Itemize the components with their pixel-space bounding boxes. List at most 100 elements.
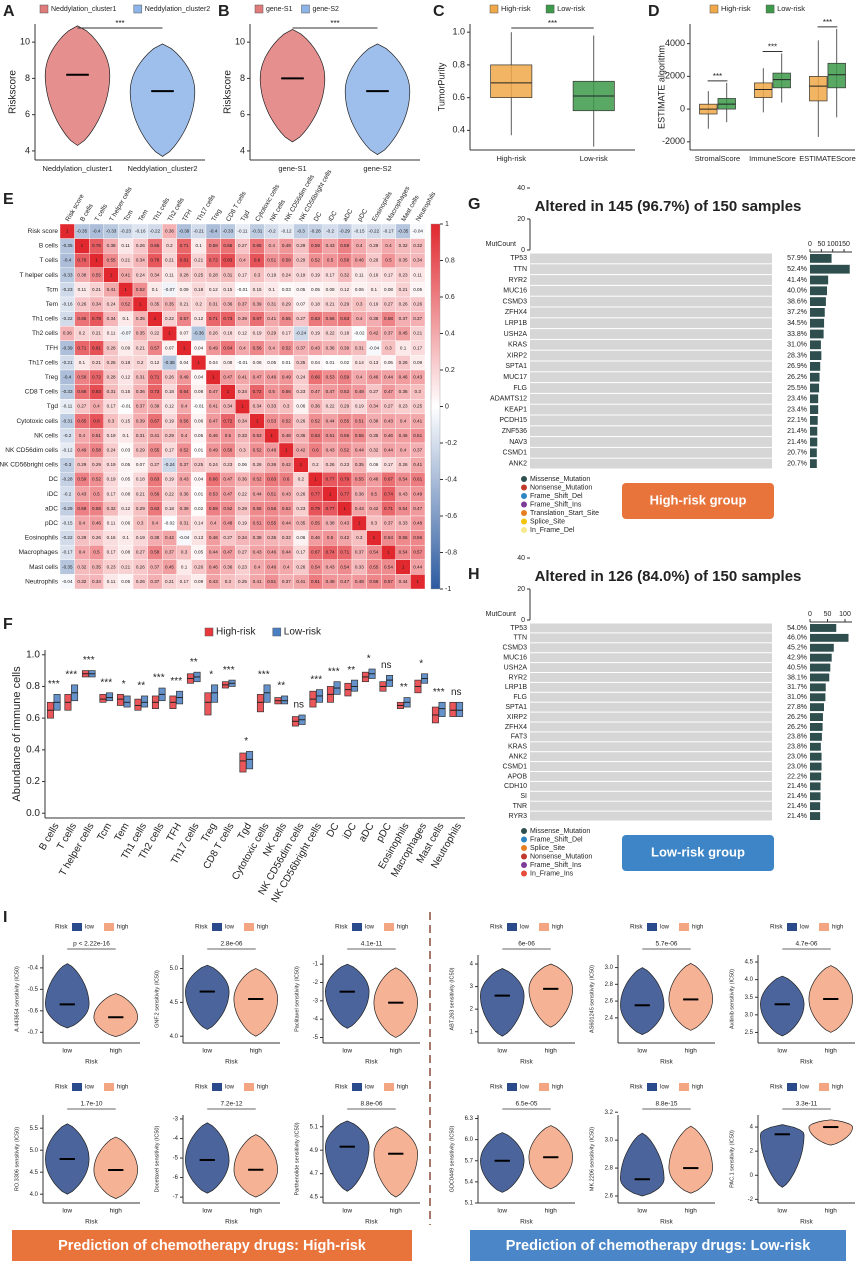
x-tick-label: ESTIMATEScore <box>799 154 856 163</box>
col-label: Tgd <box>240 209 252 223</box>
cell-value: 0.5 <box>385 258 392 263</box>
cell-value: 0.34 <box>238 535 247 540</box>
cell-value: 0.38 <box>355 491 364 496</box>
cell-value: 0.6 <box>312 448 319 453</box>
gene-bar <box>810 264 850 274</box>
cell-value: 0.25 <box>413 404 422 409</box>
legend-label: high <box>257 925 268 931</box>
x-tick-label: High-risk <box>496 154 526 163</box>
cell-value: 0.11 <box>78 287 87 292</box>
legend-label: low <box>660 925 670 931</box>
cell-value: 0.38 <box>77 272 86 277</box>
percent-label: 26.9% <box>787 363 807 370</box>
cell-value: 0.3 <box>371 521 378 526</box>
cell-value: 0.67 <box>384 477 393 482</box>
cell-value: 0.72 <box>253 389 262 394</box>
x-axis-title: Risk <box>800 1219 813 1226</box>
panel-letter: B <box>218 3 230 20</box>
cell-value: 0.49 <box>282 375 291 380</box>
box <box>438 701 446 717</box>
gene-row <box>530 285 772 296</box>
cell-value: 0.17 <box>384 462 393 467</box>
cell-value: 0.32 <box>413 243 422 248</box>
gene-label: TNR <box>513 803 527 810</box>
cell-value: 1 <box>197 360 200 365</box>
y-tick-label: 4 <box>25 145 30 155</box>
legend-swatch <box>765 4 775 14</box>
x-tick-label: high <box>825 1048 838 1055</box>
cell-value: 0.26 <box>369 258 378 263</box>
row-label: TFH <box>45 345 58 352</box>
cell-value: 0.18 <box>223 331 232 336</box>
percent-label: 23.4% <box>787 406 807 413</box>
cell-value: 0.3 <box>356 302 363 307</box>
cell-value: 0.3 <box>254 272 261 277</box>
cell-value: 0.17 <box>180 579 189 584</box>
x-axis-title: Risk <box>520 1219 533 1226</box>
row-label: DC <box>49 476 59 483</box>
cell-value: 0.56 <box>253 345 262 350</box>
y-axis-title: ESTIMATE algorithm <box>656 45 666 129</box>
cell-value: 0.06 <box>296 535 305 540</box>
cell-value: 0.55 <box>267 521 276 526</box>
gene-row <box>530 692 772 702</box>
cell-value: 0.53 <box>253 433 262 438</box>
cell-value: -0.33 <box>223 229 234 234</box>
cell-value: 0.29 <box>136 448 145 453</box>
cell-value: 0.55 <box>340 418 349 423</box>
y-tick-label: 40 <box>517 185 525 192</box>
cell-value: 0.39 <box>238 316 247 321</box>
cell-value: 0.43 <box>253 550 262 555</box>
legend-swatch <box>819 1083 829 1091</box>
row-label: T helper cells <box>19 272 58 279</box>
cell-value: -0.11 <box>237 229 248 234</box>
cell-value: 0.17 <box>107 491 116 496</box>
cell-value: 0.27 <box>238 243 247 248</box>
cell-value: 0.38 <box>326 521 335 526</box>
legend-label: high <box>117 925 128 931</box>
y-tick-label: -0.7 <box>28 1030 39 1036</box>
x-tick-label: high <box>545 1208 558 1215</box>
cell-value: 0.34 <box>223 404 232 409</box>
y-tick-label: 0.8 <box>452 59 465 69</box>
cell-value: 0.31 <box>136 433 145 438</box>
group-box <box>622 483 774 519</box>
gene-bar <box>810 383 820 393</box>
legend-swatch <box>507 923 517 931</box>
cell-value: 0.27 <box>384 302 393 307</box>
cell-value: 0.43 <box>282 491 291 496</box>
cell-value: 0.31 <box>267 302 276 307</box>
cell-value: 0.37 <box>413 316 422 321</box>
cell-value: 0.4 <box>254 564 261 569</box>
cell-value: -0.04 <box>62 579 73 584</box>
gene-label: LRP1B <box>505 320 528 327</box>
x-tick-label: high <box>685 1208 698 1215</box>
box <box>754 82 773 98</box>
cell-value: 0.1 <box>79 360 86 365</box>
box <box>281 695 289 705</box>
cell-value: 0.09 <box>413 360 422 365</box>
p-value: 6e-06 <box>518 941 535 948</box>
cell-value: 0.43 <box>355 506 364 511</box>
cell-value: -0.33 <box>106 229 117 234</box>
x-axis-title: Risk <box>365 1219 378 1226</box>
cell-value: 0.4 <box>385 243 392 248</box>
cell-value: 0.34 <box>369 404 378 409</box>
cell-value: 0.21 <box>194 258 203 263</box>
cell-value: 0.32 <box>77 564 86 569</box>
cell-value: 0.12 <box>165 404 174 409</box>
legend-label: low <box>660 1085 670 1091</box>
cell-value: -0.29 <box>62 506 73 511</box>
cell-value: 0.27 <box>384 404 393 409</box>
cell-value: 0.3 <box>385 345 392 350</box>
cell-value: 0.08 <box>223 360 232 365</box>
cell-value: 0.56 <box>223 448 232 453</box>
gene-row <box>530 307 772 318</box>
x-tick-label: high <box>545 1048 558 1055</box>
cell-value: 0.52 <box>92 477 101 482</box>
cell-value: 0.15 <box>253 287 262 292</box>
cell-value: 0.35 <box>399 258 408 263</box>
cell-value: 0.37 <box>136 404 145 409</box>
cell-value: 0.24 <box>282 272 291 277</box>
y-axis-title: Parthenolide sensitivity (IC50) <box>294 1122 300 1195</box>
